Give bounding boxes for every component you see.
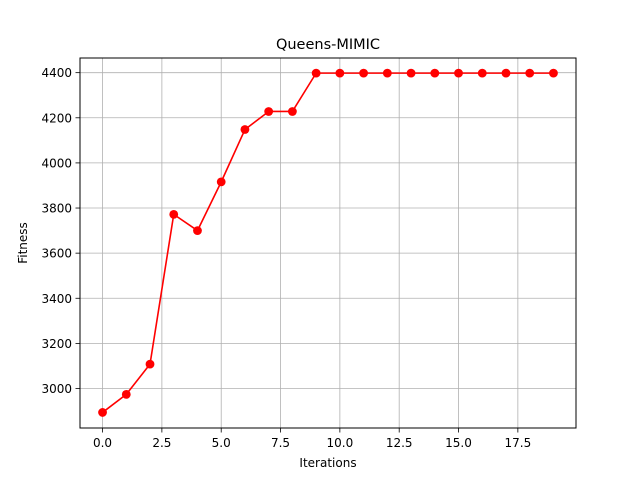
y-axis: 3000 3200 3400 3600 3800 4000 4200 4400 — [41, 66, 80, 396]
y-tick-label: 4400 — [41, 66, 72, 80]
chart-title: Queens-MIMIC — [276, 37, 380, 53]
data-point — [477, 68, 487, 78]
data-point — [549, 68, 558, 78]
data-point — [335, 68, 345, 78]
data-point — [264, 107, 274, 116]
data-point — [454, 68, 463, 78]
data-point — [169, 209, 179, 219]
data-point — [501, 68, 511, 78]
y-tick-label: 3800 — [41, 202, 72, 216]
x-axis-label: Iterations — [299, 456, 356, 470]
data-point — [193, 226, 202, 235]
y-tick-label: 3400 — [41, 292, 72, 306]
data-point — [311, 68, 321, 78]
y-tick-label: 4200 — [41, 111, 72, 125]
y-tick-label: 3200 — [41, 337, 72, 351]
series-layer — [98, 68, 558, 417]
plot-frame — [79, 57, 577, 429]
x-tick-label: 10.0 — [327, 436, 354, 450]
x-axis: 0.0 2.5 5.0 7.5 10.0 12.5 15.0 17.5 — [93, 428, 531, 450]
x-tick-label: 5.0 — [212, 436, 231, 450]
data-point — [406, 68, 416, 78]
y-tick-label: 3600 — [41, 247, 72, 261]
y-tick-label: 4000 — [41, 156, 72, 170]
data-point — [430, 68, 440, 78]
y-tick-label: 3000 — [41, 382, 72, 396]
x-tick-label: 17.5 — [504, 436, 531, 450]
x-tick-label: 0.0 — [93, 436, 112, 450]
data-point — [288, 107, 297, 116]
x-tick-label: 12.5 — [386, 436, 413, 450]
x-tick-label: 7.5 — [271, 436, 290, 450]
data-point — [121, 389, 131, 399]
data-point — [145, 359, 155, 369]
data-point — [98, 408, 107, 417]
x-tick-label: 2.5 — [152, 436, 171, 450]
data-point — [359, 68, 368, 78]
data-point — [525, 68, 535, 78]
x-tick-label: 15.0 — [445, 436, 472, 450]
data-point — [382, 68, 392, 78]
data-point — [240, 125, 250, 134]
grid — [80, 58, 576, 428]
data-point — [216, 177, 226, 187]
y-axis-label: Fitness — [16, 222, 30, 264]
